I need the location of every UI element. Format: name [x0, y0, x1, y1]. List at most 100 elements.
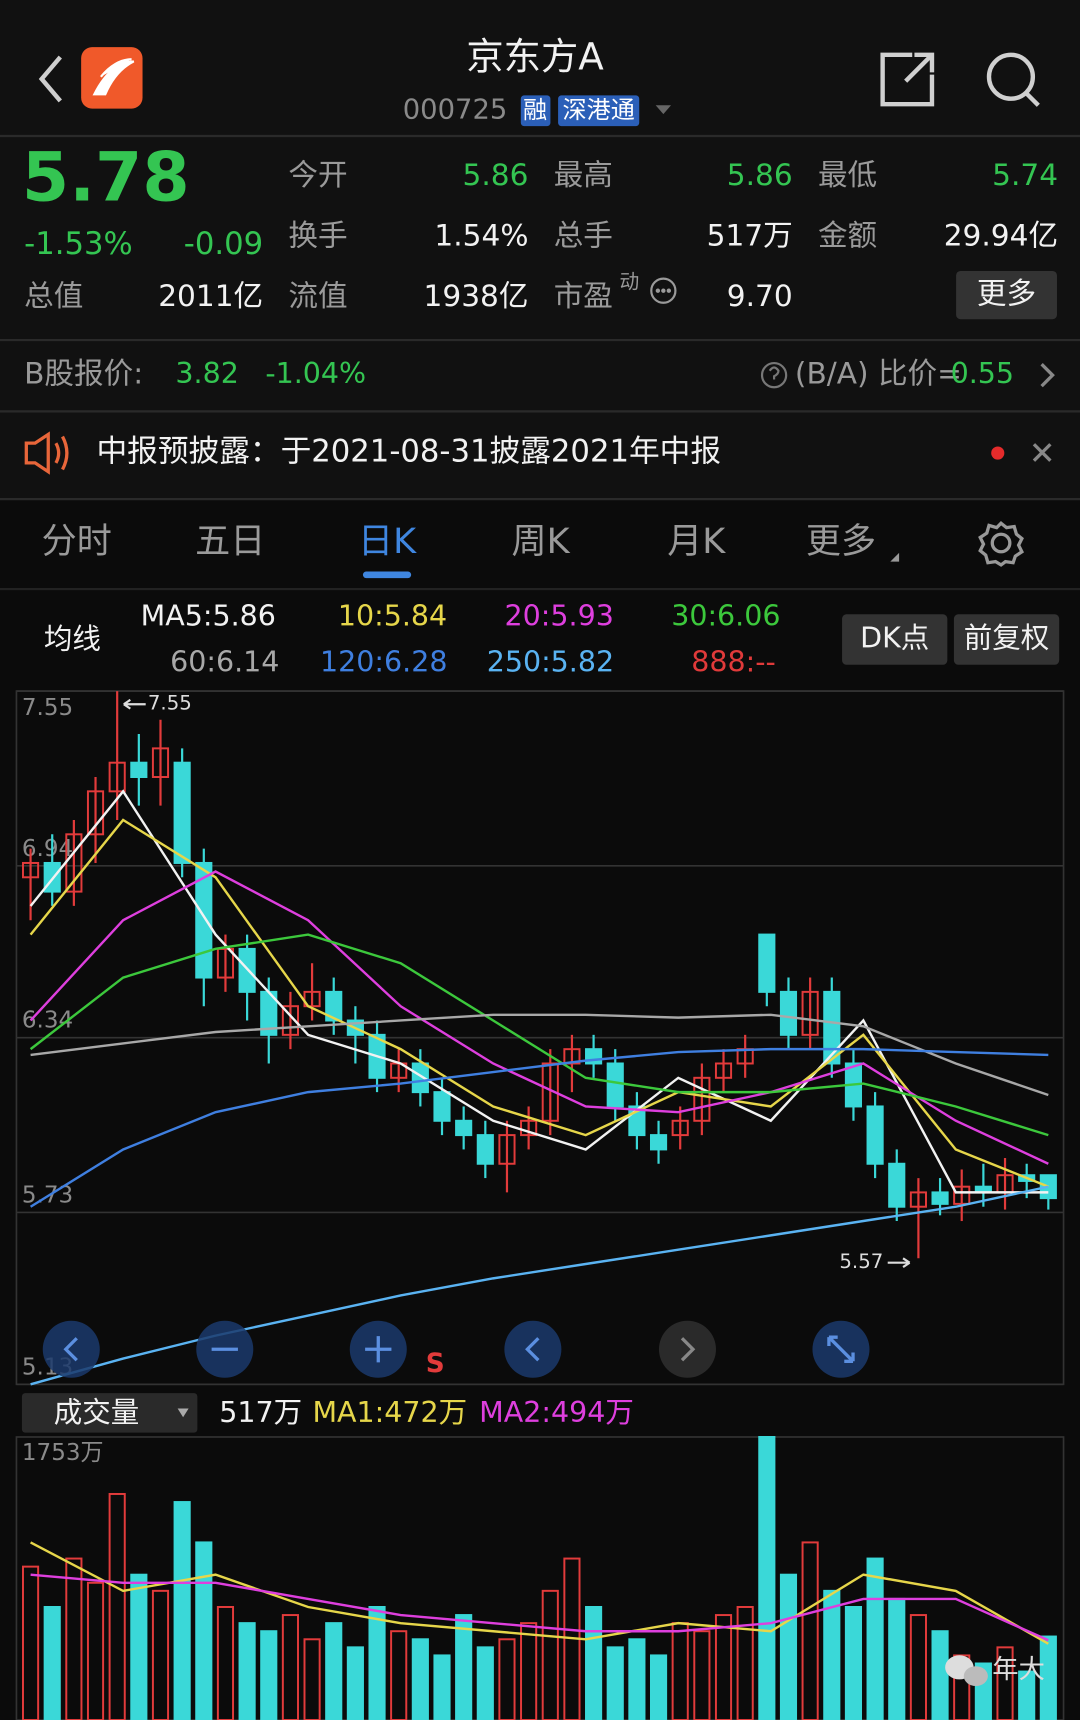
candle-body: [823, 990, 841, 1065]
max-label: 7.55: [148, 692, 192, 715]
field-value: 1.54%: [434, 218, 528, 252]
min-label: 5.57: [839, 1250, 883, 1273]
volume-bar: [758, 1436, 776, 1720]
more-button[interactable]: [956, 270, 1057, 320]
adjust-button[interactable]: [953, 614, 1060, 665]
period-tab[interactable]: 更多: [806, 521, 876, 562]
dropdown-arrow[interactable]: [655, 105, 672, 115]
min-arrow: [887, 1257, 911, 1268]
watermark-text: 年大: [992, 1655, 1045, 1685]
candle-body: [433, 1091, 451, 1122]
candle-body: [498, 1134, 516, 1165]
ma-line: [30, 1013, 1049, 1097]
volume-bar: [303, 1638, 321, 1720]
share-button[interactable]: [880, 52, 935, 107]
icon: [365, 1336, 392, 1363]
field-label: 最高: [554, 158, 613, 192]
candle-body: [151, 747, 170, 779]
indicator-selector[interactable]: [21, 1393, 198, 1433]
volume-bar: [43, 1606, 61, 1720]
volume-bar: [346, 1646, 364, 1720]
watermark-icon: [945, 1655, 988, 1686]
volume-bar: [649, 1654, 668, 1720]
candle-body: [173, 761, 191, 864]
signal-marker: S: [426, 1349, 445, 1379]
candle-body: [303, 990, 321, 1008]
period-tab[interactable]: 分时: [42, 521, 112, 562]
candle-body: [130, 761, 148, 779]
volume-bar: [130, 1573, 148, 1720]
active-tab-indicator: [362, 571, 412, 579]
candle-body: [195, 861, 213, 979]
scroll-right-button[interactable]: [658, 1320, 716, 1378]
volume-bar: [260, 1630, 278, 1720]
y-tick-label: 7.55: [22, 695, 73, 721]
y-tick-label: 1753万: [22, 1440, 104, 1466]
dk-button[interactable]: [842, 614, 948, 665]
field-value: 5.86: [463, 158, 529, 192]
volume-bar: [693, 1630, 711, 1720]
candle-body: [649, 1134, 668, 1151]
help-icon-mark: [768, 366, 780, 380]
last-price: 5.78: [22, 139, 190, 218]
volume-bar: [1018, 1670, 1036, 1720]
logo-mark: [92, 58, 135, 96]
candle-body: [909, 1191, 927, 1208]
volume-bar: [433, 1654, 451, 1720]
icon: [63, 1337, 78, 1362]
settings-button[interactable]: [978, 521, 1025, 567]
period-tab[interactable]: 月K: [667, 521, 726, 562]
close-notice[interactable]: [1032, 443, 1052, 462]
back-button[interactable]: [38, 55, 62, 103]
indicator-name[interactable]: 成交量: [54, 1396, 139, 1429]
scroll-left-button[interactable]: [504, 1320, 562, 1378]
icon: [827, 1335, 855, 1363]
volume-bar: [108, 1492, 126, 1720]
volume-bar: [953, 1654, 971, 1720]
notice-text[interactable]: 中报预披露：于2021-08-31披露2021年中报: [96, 435, 721, 470]
volume-ma-line: [30, 1541, 1049, 1645]
ma-legend-item: 120:6.28: [320, 646, 447, 679]
unread-dot: [991, 446, 1005, 460]
period-tab[interactable]: 五日: [195, 521, 265, 562]
candle-body: [931, 1191, 949, 1205]
period-tabs: 分时 五日 日K 周K 月K 更多: [42, 521, 876, 579]
volume-ma-line: [30, 1573, 1049, 1642]
volume-summary-item: MA1:472万: [312, 1396, 467, 1429]
ma-legend-label: 均线: [44, 623, 101, 656]
search-button[interactable]: [986, 52, 1040, 107]
badge: 深港通: [563, 96, 635, 124]
adjust-button-label[interactable]: 前复权: [964, 622, 1049, 655]
volume-bar: [606, 1646, 624, 1720]
dk-button-label[interactable]: DK点: [860, 622, 929, 655]
volume-summary: 517万 MA1:472万 MA2:494万: [219, 1396, 634, 1429]
zoom-start-button[interactable]: [42, 1320, 100, 1378]
help-icon[interactable]: [760, 361, 788, 389]
volume-bar: [476, 1646, 494, 1720]
volume-bar: [779, 1573, 798, 1720]
chart-controls: [42, 1320, 870, 1378]
volume-bar: [455, 1614, 473, 1720]
pe-tag: 动: [619, 271, 639, 294]
field-label: 最低: [818, 158, 877, 192]
volume-bar: [151, 1589, 170, 1720]
period-tab[interactable]: 日K: [358, 521, 417, 562]
volume-bar: [844, 1606, 863, 1720]
more-button-label[interactable]: 更多: [977, 277, 1036, 311]
volume-bar: [1039, 1635, 1057, 1720]
candle-body: [779, 990, 798, 1036]
field-label: 换手: [288, 218, 347, 252]
b-share-label: B股报价:: [24, 357, 143, 391]
pe-info-icon[interactable]: [650, 277, 677, 304]
chevron[interactable]: [1040, 363, 1055, 388]
field-value: 517万: [707, 218, 793, 252]
field-value: 29.94亿: [944, 218, 1058, 252]
candle-body: [801, 990, 819, 1036]
field-label: 今开: [288, 158, 347, 192]
period-tab[interactable]: 周K: [512, 521, 571, 562]
field-label: 总手: [554, 218, 613, 252]
field-label: 金额: [818, 218, 877, 252]
volume-bar: [368, 1606, 386, 1720]
field-value: 2011亿: [158, 279, 263, 313]
volume-bar: [281, 1614, 299, 1720]
